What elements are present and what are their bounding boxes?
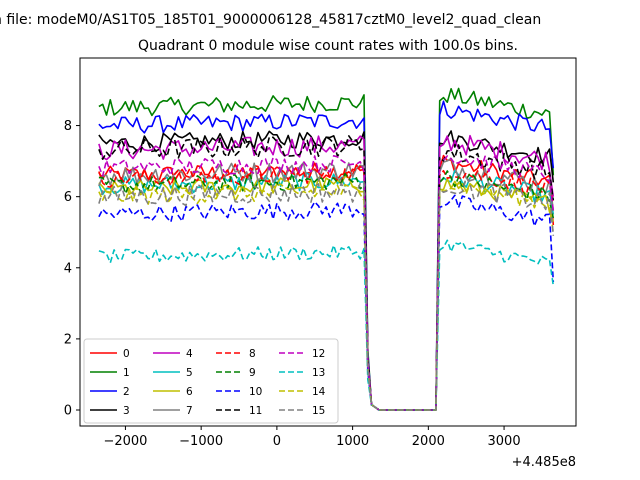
- x-tick-label: 2000: [412, 434, 445, 449]
- series-line-15: [98, 176, 555, 411]
- legend-label-3: 3: [123, 405, 130, 417]
- series-line-9: [98, 170, 555, 411]
- legend-label-6: 6: [186, 386, 193, 398]
- plot-frame: [79, 57, 577, 427]
- x-offset-text: +4.485e8: [512, 455, 576, 470]
- series-line-3: [98, 130, 555, 411]
- x-tick-label: −2000: [103, 434, 147, 449]
- legend-label-14: 14: [312, 386, 326, 398]
- series-line-6: [98, 175, 555, 411]
- chart-title: Quadrant 0 module wise count rates with …: [138, 38, 518, 54]
- legend-label-11: 11: [249, 405, 262, 417]
- x-tick-label: −1000: [179, 434, 223, 449]
- legend-label-2: 2: [123, 386, 130, 398]
- series-line-13: [98, 239, 555, 411]
- series-layer: [98, 87, 555, 411]
- y-tick-label: 0: [64, 404, 72, 419]
- legend-label-1: 1: [123, 367, 130, 379]
- x-tick-label: 3000: [488, 434, 521, 449]
- series-line-2: [98, 100, 555, 411]
- y-tick-label: 4: [64, 261, 72, 276]
- legend-label-15: 15: [312, 405, 325, 417]
- series-line-10: [98, 194, 555, 411]
- series-line-1: [98, 87, 555, 411]
- chart-suptitle: n file: modeM0/AS1T05_185T01_9000006128_…: [0, 12, 541, 28]
- legend-label-9: 9: [249, 367, 256, 379]
- legend-label-8: 8: [249, 348, 256, 360]
- y-tick-label: 2: [64, 332, 72, 347]
- series-line-4: [98, 134, 555, 411]
- legend-label-10: 10: [249, 386, 262, 398]
- legend-label-0: 0: [123, 348, 130, 360]
- series-line-12: [98, 155, 555, 411]
- y-tick-label: 6: [64, 190, 72, 205]
- y-tick-label: 8: [64, 119, 72, 134]
- legend-label-12: 12: [312, 348, 325, 360]
- legend-label-4: 4: [186, 348, 193, 360]
- legend-label-13: 13: [312, 367, 325, 379]
- legend-label-7: 7: [186, 405, 193, 417]
- series-line-14: [98, 181, 555, 411]
- x-tick-label: 0: [273, 434, 281, 449]
- ticks-layer: −2000 −1000 0 1000 2000 3000 0 2 4 6 8: [64, 119, 521, 449]
- x-tick-label: 1000: [336, 434, 369, 449]
- legend-box: [83, 338, 339, 424]
- legend-label-5: 5: [186, 367, 193, 379]
